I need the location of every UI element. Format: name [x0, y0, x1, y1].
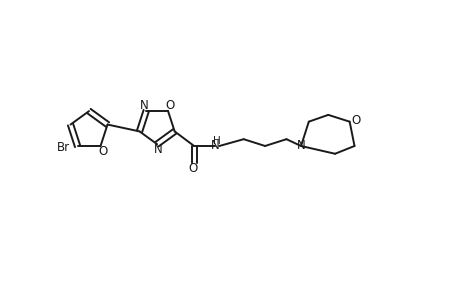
Text: O: O	[351, 114, 360, 127]
Text: N: N	[296, 140, 305, 152]
Text: O: O	[188, 162, 197, 175]
Text: O: O	[99, 145, 108, 158]
Text: N: N	[140, 99, 148, 112]
Text: H: H	[212, 136, 220, 146]
Text: N: N	[211, 140, 219, 152]
Text: O: O	[165, 99, 174, 112]
Text: Br: Br	[56, 141, 69, 154]
Text: N: N	[153, 143, 162, 157]
